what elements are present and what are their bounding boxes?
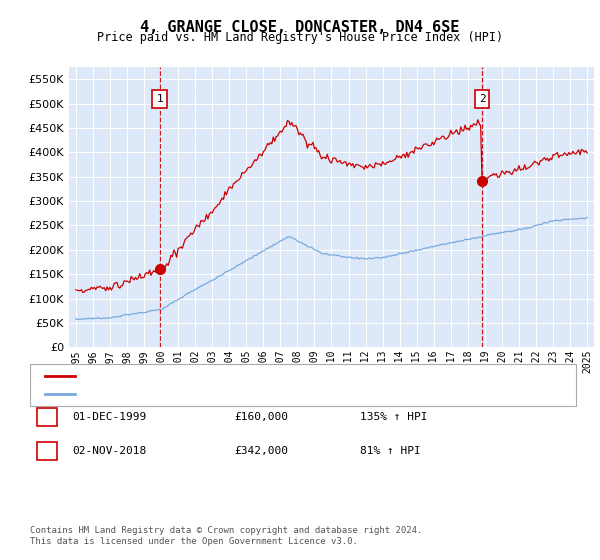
Text: 01-DEC-1999: 01-DEC-1999 <box>72 412 146 422</box>
Text: 02-NOV-2018: 02-NOV-2018 <box>72 446 146 456</box>
Text: £342,000: £342,000 <box>234 446 288 456</box>
Text: 2: 2 <box>479 94 485 104</box>
Text: £160,000: £160,000 <box>234 412 288 422</box>
Text: Contains HM Land Registry data © Crown copyright and database right 2024.
This d: Contains HM Land Registry data © Crown c… <box>30 526 422 546</box>
Text: 4, GRANGE CLOSE, DONCASTER, DN4 6SE: 4, GRANGE CLOSE, DONCASTER, DN4 6SE <box>140 20 460 35</box>
Text: 135% ↑ HPI: 135% ↑ HPI <box>360 412 428 422</box>
Text: 2: 2 <box>44 446 50 456</box>
Text: 1: 1 <box>157 94 163 104</box>
Text: 4, GRANGE CLOSE, DONCASTER, DN4 6SE (detached house): 4, GRANGE CLOSE, DONCASTER, DN4 6SE (det… <box>81 371 406 381</box>
Text: 1: 1 <box>44 412 50 422</box>
Text: Price paid vs. HM Land Registry's House Price Index (HPI): Price paid vs. HM Land Registry's House … <box>97 31 503 44</box>
Text: 81% ↑ HPI: 81% ↑ HPI <box>360 446 421 456</box>
Text: HPI: Average price, detached house, Doncaster: HPI: Average price, detached house, Donc… <box>81 389 362 399</box>
